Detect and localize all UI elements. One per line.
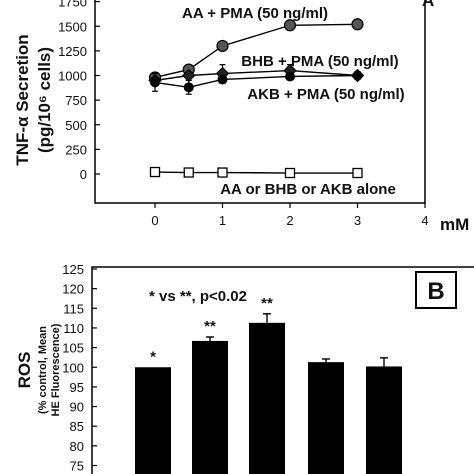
significance-mark: ** (204, 318, 216, 335)
panel-b-ylabel-line3: HE Fluorescence) (50, 323, 62, 416)
tnf-alpha-chart: TNF-α Secretion (pg/10⁶ cells) 0 250 500 75… (13, 0, 469, 234)
data-point (352, 70, 363, 81)
data-point (149, 166, 161, 178)
data-point (150, 77, 160, 88)
bar-1 (192, 340, 228, 474)
x-tick-label: 4 (421, 213, 428, 228)
panel-b-letter-box (415, 271, 457, 309)
x-tick-label: 2 (286, 213, 293, 228)
panel-a-letter: A (422, 0, 434, 10)
y-tick-label: 1500 (58, 19, 87, 34)
bar-0 (135, 367, 171, 474)
bar-4 (366, 366, 402, 474)
legend-akb-pma: AKB + PMA (50 ng/ml) (247, 86, 404, 103)
plot-frame (91, 266, 474, 474)
data-point (217, 167, 228, 178)
y-tick-label: 115 (63, 301, 84, 316)
x-tick-label: 0 (151, 213, 158, 228)
bar-2 (249, 322, 285, 474)
data-point (284, 167, 296, 179)
y-tick-label: 1250 (58, 44, 87, 59)
panel-b-annotation: * vs **, p<0.02 (149, 288, 247, 305)
y-tick-label: 95 (70, 380, 84, 395)
data-point (183, 167, 194, 178)
y-tick-label: 75 (70, 459, 84, 474)
significance-mark: * (150, 348, 156, 365)
significance-mark: ** (261, 295, 273, 312)
data-point (352, 167, 363, 179)
y-tick-label: 750 (65, 93, 87, 108)
y-tick-label: 85 (70, 419, 84, 434)
data-point (285, 71, 295, 82)
y-tick-label: 105 (62, 341, 84, 356)
panel-a-ylabel-unit: (pg/10⁶ cells) (35, 47, 54, 153)
legend-alone: AA or BHB or AKB alone (220, 181, 396, 198)
panel-a-ylabel: TNF-α Secretion (13, 34, 32, 165)
y-tick-label: 1000 (58, 69, 87, 84)
data-point (283, 19, 297, 32)
x-tick-label: 1 (219, 213, 226, 228)
x-tick-label: 3 (354, 213, 361, 228)
data-point (351, 18, 364, 31)
y-tick-label: 90 (70, 400, 84, 415)
panel-b-ylabel: ROS (15, 352, 34, 389)
y-tick-label: 0 (80, 167, 87, 182)
data-point (183, 82, 194, 93)
panel-b-letter: B (427, 278, 444, 305)
panel-b-ylabel-line2: (% control, Mean (37, 326, 49, 414)
y-tick-label: 80 (70, 439, 84, 454)
ros-bar-chart: ROS (% control, Mean HE Fluorescence) 75… (15, 262, 474, 474)
legend-aa-pma: AA + PMA (50 ng/ml) (182, 5, 328, 22)
panel-a-xlabel: mM (440, 215, 469, 234)
y-tick-label: 100 (62, 360, 84, 375)
y-tick-label: 110 (63, 321, 84, 336)
data-point (216, 39, 229, 53)
y-tick-label: 1750 (58, 0, 87, 10)
y-tick-label: 250 (65, 142, 87, 157)
y-tick-label: 500 (65, 118, 87, 133)
data-point (217, 74, 228, 85)
bar-3 (308, 362, 344, 474)
y-tick-label: 125 (62, 262, 84, 277)
y-tick-label: 120 (62, 282, 84, 297)
legend-bhb-pma: BHB + PMA (50 ng/ml) (241, 53, 398, 70)
